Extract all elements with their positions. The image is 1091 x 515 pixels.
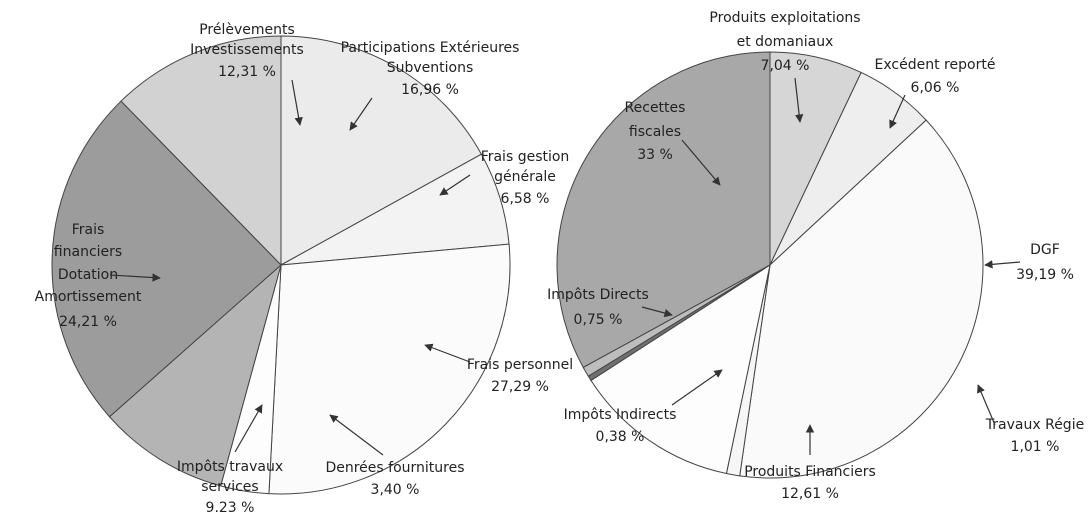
value-label: 1,01 %	[1011, 439, 1060, 455]
slice-label: Frais personnel	[467, 357, 573, 373]
value-label: 0,75 %	[574, 312, 623, 328]
slice-label: Dotation	[58, 267, 118, 283]
value-label: 24,21 %	[59, 314, 117, 330]
slice-label: Impôts Indirects	[564, 407, 677, 423]
value-label: 6,06 %	[911, 80, 960, 96]
slice-label: Denrées fournitures	[325, 460, 464, 476]
pie-slice	[51, 100, 282, 418]
label-arrow	[794, 77, 804, 123]
value-label: 6,58 %	[501, 191, 550, 207]
slice-label: Subventions	[387, 60, 474, 76]
value-label: 27,29 %	[491, 379, 549, 395]
slice-label: Travaux Régie	[985, 417, 1084, 433]
label-arrow	[977, 384, 996, 426]
value-label: 39,19 %	[1016, 267, 1074, 283]
label-arrow	[424, 343, 471, 363]
label-arrow	[641, 306, 673, 318]
value-label: 12,31 %	[218, 64, 276, 80]
pie-slice	[120, 35, 282, 267]
pie-slice	[108, 263, 282, 487]
label-arrow	[671, 369, 723, 406]
slice-label: Amortissement	[35, 289, 142, 305]
label-arrow	[234, 404, 263, 453]
slice-label: Investissements	[190, 42, 304, 58]
pie-slice	[590, 263, 771, 475]
slice-label: Impôts Directs	[547, 287, 649, 303]
label-arrow	[109, 273, 161, 282]
pie-slice	[268, 243, 511, 495]
pie-slice	[739, 119, 984, 479]
pie-slice	[556, 51, 771, 369]
value-label: 33 %	[637, 147, 673, 163]
label-arrow	[984, 260, 1021, 269]
slice-label: Impôts travaux	[177, 459, 283, 475]
label-arrow	[329, 414, 384, 456]
value-label: 3,40 %	[371, 482, 420, 498]
label-arrow	[439, 174, 471, 196]
value-label: 9.23 %	[206, 500, 255, 515]
slice-label: Prélèvements	[199, 22, 295, 38]
slice-label: Participations Extérieures	[341, 40, 520, 56]
slice-label: financiers	[54, 244, 122, 260]
pie-slice	[582, 264, 771, 377]
label-arrow	[349, 97, 373, 131]
slice-label: services	[201, 479, 258, 495]
slice-label: Frais gestion	[481, 149, 570, 165]
slice-label: Excédent reporté	[875, 57, 996, 73]
pie-slice	[280, 35, 483, 266]
slice-label: Produits exploitations	[709, 10, 860, 26]
label-arrow	[889, 94, 906, 129]
slice-label: Frais	[72, 222, 105, 238]
value-label: 12,61 %	[781, 486, 839, 502]
slice-label: générale	[494, 169, 556, 185]
slice-label: fiscales	[629, 124, 681, 140]
value-label: 0,38 %	[596, 429, 645, 445]
value-label: 16,96 %	[401, 82, 459, 98]
slice-label: Produits Financiers	[744, 464, 876, 480]
slice-label: et domaniaux	[737, 34, 834, 50]
slice-label: Recettes	[625, 100, 686, 116]
value-label: 7,04 %	[761, 58, 810, 74]
label-arrow	[291, 79, 303, 126]
label-arrow	[681, 139, 721, 186]
slice-label: DGF	[1030, 242, 1060, 258]
